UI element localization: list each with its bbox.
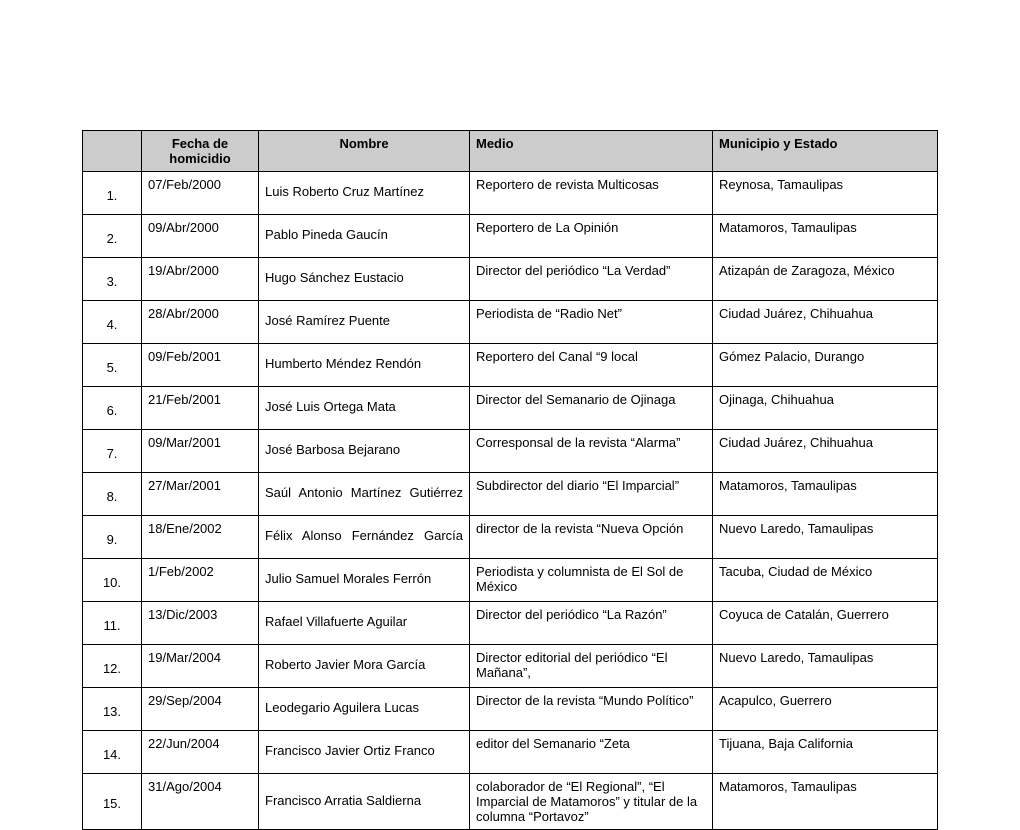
row-number: 7. <box>83 430 142 473</box>
row-location: Ciudad Juárez, Chihuahua <box>713 301 938 344</box>
table-row: 3.19/Abr/2000Hugo Sánchez EustacioDirect… <box>83 258 938 301</box>
header-date: Fecha de homicidio <box>142 131 259 172</box>
row-location: Ciudad Juárez, Chihuahua <box>713 430 938 473</box>
row-name: Hugo Sánchez Eustacio <box>259 258 470 301</box>
row-name: Roberto Javier Mora García <box>259 645 470 688</box>
row-location: Nuevo Laredo, Tamaulipas <box>713 645 938 688</box>
page: Fecha de homicidio Nombre Medio Municipi… <box>0 0 1020 830</box>
row-name: Pablo Pineda Gaucín <box>259 215 470 258</box>
row-number: 6. <box>83 387 142 430</box>
header-row: Fecha de homicidio Nombre Medio Municipi… <box>83 131 938 172</box>
row-name: Julio Samuel Morales Ferrón <box>259 559 470 602</box>
row-medio: Reportero del Canal “9 local <box>470 344 713 387</box>
row-name: José Barbosa Bejarano <box>259 430 470 473</box>
row-date: 1/Feb/2002 <box>142 559 259 602</box>
row-name: Luis Roberto Cruz Martínez <box>259 172 470 215</box>
row-medio: colaborador de “El Regional”, “El Imparc… <box>470 774 713 830</box>
table-row: 13.29/Sep/2004Leodegario Aguilera LucasD… <box>83 688 938 731</box>
row-medio: Subdirector del diario “El Imparcial” <box>470 473 713 516</box>
table-row: 7.09/Mar/2001José Barbosa BejaranoCorres… <box>83 430 938 473</box>
table-row: 9.18/Ene/2002Félix Alonso Fernández Garc… <box>83 516 938 559</box>
table-row: 6.21/Feb/2001José Luis Ortega MataDirect… <box>83 387 938 430</box>
row-number: 5. <box>83 344 142 387</box>
table-row: 10.1/Feb/2002Julio Samuel Morales Ferrón… <box>83 559 938 602</box>
row-number: 10. <box>83 559 142 602</box>
row-number: 13. <box>83 688 142 731</box>
row-date: 31/Ago/2004 <box>142 774 259 830</box>
row-medio: Director editorial del periódico “El Mañ… <box>470 645 713 688</box>
row-medio: Director del periódico “La Verdad” <box>470 258 713 301</box>
row-location: Reynosa, Tamaulipas <box>713 172 938 215</box>
row-medio: Periodista y columnista de El Sol de Méx… <box>470 559 713 602</box>
row-date: 07/Feb/2000 <box>142 172 259 215</box>
row-number: 3. <box>83 258 142 301</box>
row-medio: Periodista de “Radio Net” <box>470 301 713 344</box>
row-medio: Director del periódico “La Razón” <box>470 602 713 645</box>
table-row: 14.22/Jun/2004Francisco Javier Ortiz Fra… <box>83 731 938 774</box>
table-row: 11.13/Dic/2003Rafael Villafuerte Aguilar… <box>83 602 938 645</box>
header-medio: Medio <box>470 131 713 172</box>
header-name: Nombre <box>259 131 470 172</box>
row-medio: director de la revista “Nueva Opción <box>470 516 713 559</box>
row-name: José Luis Ortega Mata <box>259 387 470 430</box>
row-location: Matamoros, Tamaulipas <box>713 215 938 258</box>
row-date: 19/Abr/2000 <box>142 258 259 301</box>
header-num <box>83 131 142 172</box>
table-row: 4.28/Abr/2000José Ramírez PuentePeriodis… <box>83 301 938 344</box>
row-medio: Reportero de La Opinión <box>470 215 713 258</box>
row-name: José Ramírez Puente <box>259 301 470 344</box>
table-row: 8.27/Mar/2001Saúl Antonio Martínez Gutié… <box>83 473 938 516</box>
row-name: Félix Alonso Fernández García <box>259 516 470 559</box>
row-date: 22/Jun/2004 <box>142 731 259 774</box>
row-medio: Corresponsal de la revista “Alarma” <box>470 430 713 473</box>
row-number: 2. <box>83 215 142 258</box>
row-date: 21/Feb/2001 <box>142 387 259 430</box>
row-name: Rafael Villafuerte Aguilar <box>259 602 470 645</box>
row-date: 29/Sep/2004 <box>142 688 259 731</box>
row-medio: Director del Semanario de Ojinaga <box>470 387 713 430</box>
row-number: 14. <box>83 731 142 774</box>
row-name: Leodegario Aguilera Lucas <box>259 688 470 731</box>
table-row: 2.09/Abr/2000Pablo Pineda GaucínReporter… <box>83 215 938 258</box>
row-location: Acapulco, Guerrero <box>713 688 938 731</box>
row-number: 8. <box>83 473 142 516</box>
row-medio: editor del Semanario “Zeta <box>470 731 713 774</box>
row-location: Matamoros, Tamaulipas <box>713 473 938 516</box>
row-number: 12. <box>83 645 142 688</box>
row-number: 1. <box>83 172 142 215</box>
table-row: 1.07/Feb/2000Luis Roberto Cruz MartínezR… <box>83 172 938 215</box>
row-medio: Director de la revista “Mundo Político” <box>470 688 713 731</box>
row-location: Coyuca de Catalán, Guerrero <box>713 602 938 645</box>
journalists-table: Fecha de homicidio Nombre Medio Municipi… <box>82 130 938 830</box>
row-location: Matamoros, Tamaulipas <box>713 774 938 830</box>
row-date: 09/Mar/2001 <box>142 430 259 473</box>
row-location: Tacuba, Ciudad de México <box>713 559 938 602</box>
row-date: 19/Mar/2004 <box>142 645 259 688</box>
table-row: 12.19/Mar/2004Roberto Javier Mora García… <box>83 645 938 688</box>
row-date: 28/Abr/2000 <box>142 301 259 344</box>
row-location: Tijuana, Baja California <box>713 731 938 774</box>
row-date: 27/Mar/2001 <box>142 473 259 516</box>
row-date: 18/Ene/2002 <box>142 516 259 559</box>
row-location: Atizapán de Zaragoza, México <box>713 258 938 301</box>
row-name: Francisco Javier Ortiz Franco <box>259 731 470 774</box>
row-number: 15. <box>83 774 142 830</box>
row-number: 11. <box>83 602 142 645</box>
table-row: 5.09/Feb/2001Humberto Méndez RendónRepor… <box>83 344 938 387</box>
row-name: Humberto Méndez Rendón <box>259 344 470 387</box>
row-date: 09/Feb/2001 <box>142 344 259 387</box>
row-number: 9. <box>83 516 142 559</box>
row-name: Francisco Arratia Saldierna <box>259 774 470 830</box>
row-location: Ojinaga, Chihuahua <box>713 387 938 430</box>
row-date: 13/Dic/2003 <box>142 602 259 645</box>
row-number: 4. <box>83 301 142 344</box>
row-location: Nuevo Laredo, Tamaulipas <box>713 516 938 559</box>
row-name: Saúl Antonio Martínez Gutiérrez <box>259 473 470 516</box>
table-body: 1.07/Feb/2000Luis Roberto Cruz MartínezR… <box>83 172 938 830</box>
row-location: Gómez Palacio, Durango <box>713 344 938 387</box>
header-loc: Municipio y Estado <box>713 131 938 172</box>
row-medio: Reportero de revista Multicosas <box>470 172 713 215</box>
row-date: 09/Abr/2000 <box>142 215 259 258</box>
table-row: 15.31/Ago/2004Francisco Arratia Saldiern… <box>83 774 938 830</box>
